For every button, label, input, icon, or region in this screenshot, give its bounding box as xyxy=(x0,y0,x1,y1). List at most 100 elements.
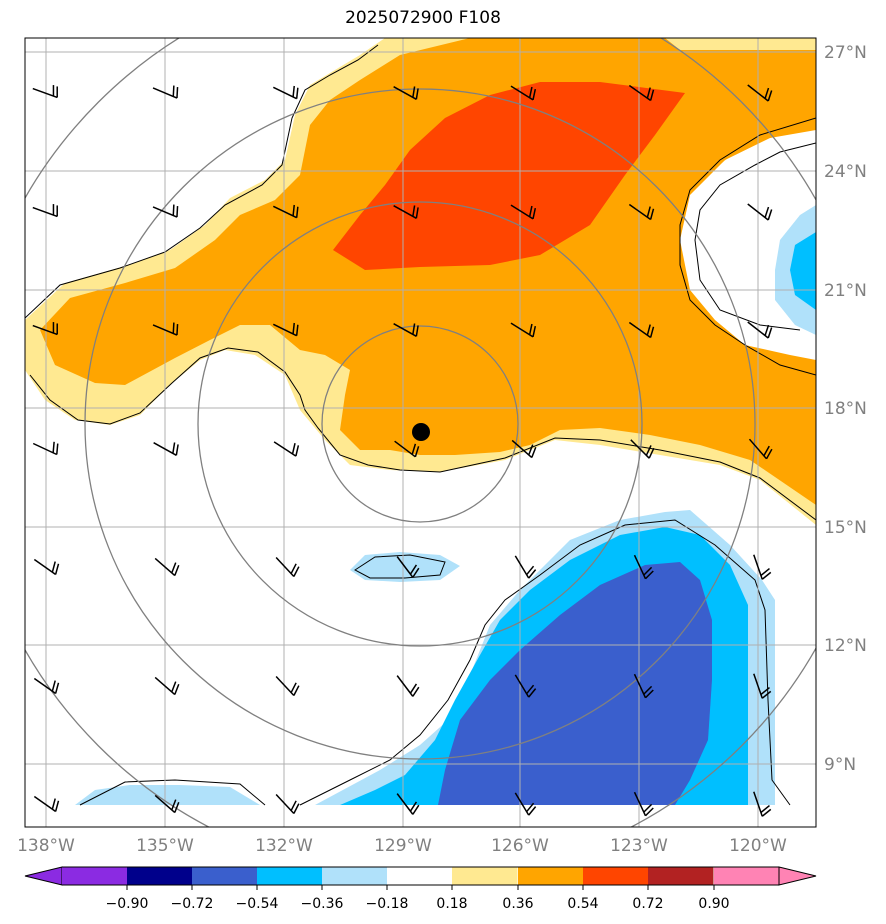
wind-barb-feather xyxy=(644,807,654,817)
lat-label: 15°N xyxy=(824,518,867,538)
colorbar-tick: 0.18 xyxy=(436,896,467,912)
wind-barb-feather xyxy=(760,568,770,577)
wind-barb-feather xyxy=(295,87,299,99)
colorbar-tick: −0.54 xyxy=(236,896,279,912)
wind-barb-feather xyxy=(409,683,418,694)
wind-barbs xyxy=(32,84,773,817)
wind-barb-feather xyxy=(528,323,533,335)
wind-barb-feather xyxy=(172,85,175,97)
wind-barb-feather xyxy=(765,448,773,460)
colorbar-tick: −0.72 xyxy=(171,896,214,912)
wind-barb-feather xyxy=(526,684,535,695)
lon-label: 138°W xyxy=(17,836,75,856)
wind-barb-feather xyxy=(767,209,773,221)
wind-barb-feather xyxy=(528,86,533,98)
wind-barb-feather xyxy=(649,89,655,101)
wind-barb xyxy=(275,556,295,578)
wind-barb-feather xyxy=(528,444,534,456)
colorbar-tick: 0.72 xyxy=(632,896,663,912)
wind-barb-feather xyxy=(51,798,56,810)
wind-barb-feather xyxy=(415,325,419,337)
wind-barb-feather xyxy=(648,447,655,459)
wind-barb-feather xyxy=(412,86,416,98)
distance-rings xyxy=(25,38,816,827)
wind-barb-feather xyxy=(54,800,60,812)
wind-barb-feather xyxy=(172,442,176,454)
lon-label: 132°W xyxy=(255,836,313,856)
colorbar-segment xyxy=(387,867,453,885)
wind-barb-feather xyxy=(644,570,654,580)
colorbar: −0.90 −0.72 −0.54 −0.36 −0.18 0.18 0.36 … xyxy=(24,866,817,912)
wind-barb-feather xyxy=(54,682,60,694)
wind-barb-feather xyxy=(290,682,297,693)
wind-barb-feather xyxy=(291,443,296,455)
lat-label: 21°N xyxy=(824,281,867,301)
lat-label: 24°N xyxy=(824,162,867,182)
colorbar-segment xyxy=(322,867,388,885)
wind-barb-feather xyxy=(649,326,655,338)
longitude-labels: 138°W 135°W 132°W 129°W 126°W 123°W 120°… xyxy=(17,836,787,856)
lon-label: 129°W xyxy=(374,836,432,856)
wind-barb-feather xyxy=(646,206,651,218)
wind-barb-feather xyxy=(412,205,416,217)
wind-barb-feather xyxy=(760,805,770,814)
wind-barb-feather xyxy=(176,324,179,336)
lon-label: 120°W xyxy=(729,836,787,856)
wind-barb-feather xyxy=(176,87,179,99)
wind-barb-feather xyxy=(528,806,537,816)
wind-barb-feather xyxy=(532,88,537,101)
colorbar-segment xyxy=(192,867,258,885)
lon-label: 135°W xyxy=(136,836,194,856)
wind-barb-feather xyxy=(643,566,653,576)
negative-anomaly-royalblue xyxy=(438,562,712,805)
wind-barb-feather xyxy=(412,323,416,335)
wind-barb-feather xyxy=(415,88,419,100)
map-panel xyxy=(25,38,816,827)
wind-barb-feather xyxy=(411,443,417,455)
wind-barb-feather xyxy=(292,85,295,98)
zero-contour-lines xyxy=(25,44,816,806)
wind-barb-feather xyxy=(172,204,175,216)
wind-barb-feather xyxy=(409,564,418,575)
colorbar-segment xyxy=(62,867,128,885)
wind-barb-feather xyxy=(646,324,651,336)
wind-barb xyxy=(33,795,57,813)
wind-barb-feather xyxy=(52,441,55,453)
wind-barb-feather xyxy=(646,87,651,99)
wind-barb-feather xyxy=(415,207,419,219)
wind-barb xyxy=(33,558,57,576)
colorbar-segment xyxy=(452,867,518,885)
wind-barb-feather xyxy=(56,443,59,455)
wind-barb-feather xyxy=(761,808,772,817)
wind-barb-feather xyxy=(763,445,770,457)
wind-barb xyxy=(273,441,297,457)
wind-barb xyxy=(514,555,530,579)
wind-barb-feather xyxy=(290,800,297,811)
lat-label: 9°N xyxy=(824,755,856,775)
wind-barb-feather xyxy=(176,206,179,218)
colorbar-tick: −0.36 xyxy=(301,896,344,912)
wind-barb-feather xyxy=(412,804,420,815)
colorbar-extend-high xyxy=(778,866,817,886)
wind-barb-feather xyxy=(532,325,537,338)
wind-barb-feather xyxy=(295,445,300,457)
wind-barb-feather xyxy=(528,688,537,698)
colorbar-extend-low xyxy=(24,866,63,886)
wind-barb-feather xyxy=(767,90,773,102)
wind-barb-feather xyxy=(528,205,533,217)
lat-label: 27°N xyxy=(824,43,867,63)
wind-barb-feather xyxy=(532,207,537,220)
wind-barb-feather xyxy=(414,446,420,458)
wind-barb-feather xyxy=(293,803,300,814)
colorbar-segment xyxy=(518,867,584,885)
wind-barb-feather xyxy=(764,324,770,336)
wind-barb-feather xyxy=(645,445,652,456)
colorbar-segment xyxy=(257,867,323,885)
wind-barb-feather xyxy=(51,680,56,692)
map-title: 2025072900 F108 xyxy=(345,8,501,28)
wind-barb-feather xyxy=(531,446,537,458)
wind-barb-feather xyxy=(528,569,537,579)
wind-barb-feather xyxy=(171,681,177,693)
wind-barb-feather xyxy=(54,563,60,575)
